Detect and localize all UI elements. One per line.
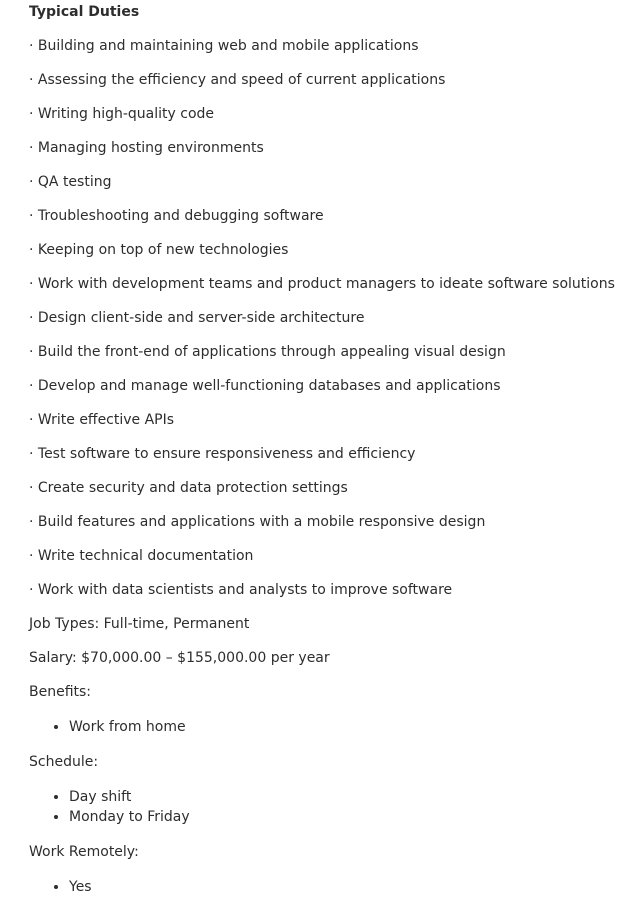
duty-item: · Build features and applications with a…	[29, 514, 486, 530]
duty-item: · Troubleshooting and debugging software	[29, 208, 324, 224]
duty-item: · Develop and manage well-functioning da…	[29, 378, 501, 394]
salary: Salary: $70,000.00 – $155,000.00 per yea…	[29, 650, 330, 666]
job-types: Job Types: Full-time, Permanent	[29, 616, 250, 632]
duty-item: · QA testing	[29, 174, 112, 190]
duty-item: · Writing high-quality code	[29, 106, 215, 122]
duty-item: · Building and maintaining web and mobil…	[29, 38, 419, 54]
duty-item: · Assessing the efficiency and speed of …	[29, 72, 446, 88]
typical-duties-heading: Typical Duties	[29, 4, 140, 20]
duty-item: · Create security and data protection se…	[29, 480, 348, 496]
schedule-item: Day shift	[69, 787, 636, 807]
benefit-item: Work from home	[69, 717, 636, 737]
duty-item: · Work with development teams and produc…	[29, 276, 615, 292]
duty-item: · Keeping on top of new technologies	[29, 242, 289, 258]
duty-item: · Managing hosting environments	[29, 140, 264, 156]
duty-item: · Write effective APIs	[29, 412, 175, 428]
benefits-list: Work from home	[29, 717, 636, 737]
duty-item: · Design client-side and server-side arc…	[29, 310, 365, 326]
duty-item: · Test software to ensure responsiveness…	[29, 446, 416, 462]
schedule-label: Schedule:	[29, 754, 99, 770]
work-remotely-item: Yes	[69, 877, 636, 897]
schedule-item: Monday to Friday	[69, 807, 636, 827]
benefits-label: Benefits:	[29, 684, 92, 700]
work-remotely-label: Work Remotely:	[29, 844, 139, 860]
schedule-list: Day shift Monday to Friday	[29, 787, 636, 827]
duty-item: · Write technical documentation	[29, 548, 254, 564]
work-remotely-list: Yes	[29, 877, 636, 897]
duty-item: · Work with data scientists and analysts…	[29, 582, 453, 598]
duty-item: · Build the front-end of applications th…	[29, 344, 506, 360]
